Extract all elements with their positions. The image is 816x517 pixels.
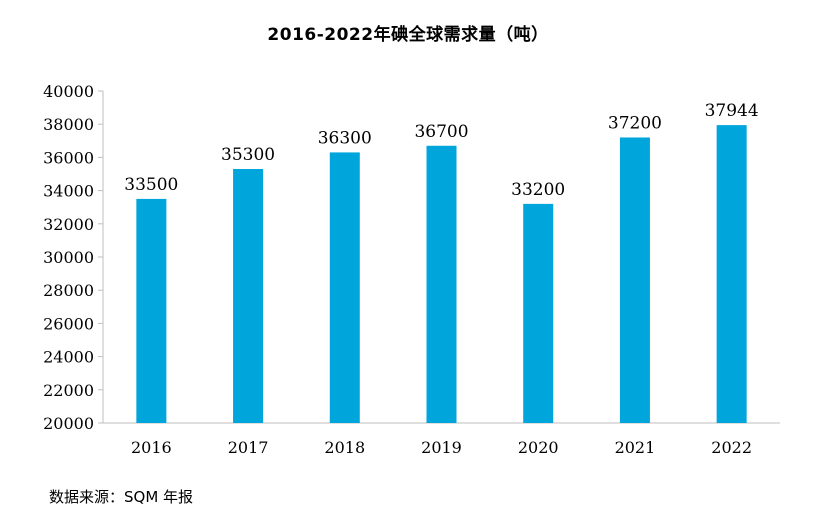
- bar-series: [136, 125, 747, 424]
- y-tick-label: 34000: [43, 182, 94, 201]
- bar-2018: [329, 152, 360, 424]
- y-tick-label: 38000: [43, 115, 94, 134]
- x-tick-label: 2018: [324, 438, 365, 457]
- bar-2021: [619, 137, 650, 424]
- x-tick-label: 2022: [711, 438, 752, 457]
- y-tick-label: 22000: [43, 381, 94, 400]
- data-label-2022: 37944: [705, 101, 759, 121]
- y-tick-label: 26000: [43, 314, 94, 333]
- bar-2017: [233, 169, 264, 423]
- source-note: 数据来源：SQM 年报: [49, 488, 194, 506]
- x-tick-label: 2020: [518, 438, 559, 457]
- data-labels: 33500 35300 36300 36700 33200 37200 37944: [124, 101, 758, 200]
- bar-2022: [716, 125, 747, 423]
- bar-2020: [523, 203, 554, 423]
- bar-2019: [426, 145, 457, 423]
- chart-title: 2016-2022年碘全球需求量（吨）: [267, 25, 549, 45]
- x-tick-label: 2021: [615, 438, 656, 457]
- data-label-2020: 33200: [511, 180, 565, 200]
- data-label-2017: 35300: [221, 145, 275, 165]
- x-tick-label: 2016: [131, 438, 172, 457]
- y-axis: 20000 22000 24000 26000 28000 30000 32000 34000…: [43, 82, 104, 433]
- data-label-2018: 36300: [318, 128, 372, 148]
- y-tick-label: 40000: [43, 82, 94, 101]
- bar-2016: [136, 198, 167, 423]
- data-label-2016: 33500: [124, 175, 178, 195]
- x-tick-label: 2017: [228, 438, 269, 457]
- y-tick-label: 24000: [43, 348, 94, 367]
- data-label-2021: 37200: [608, 113, 662, 133]
- x-axis: 2016 2017 2018 2019 2020 2021 2022: [103, 422, 780, 457]
- y-tick-label: 30000: [43, 248, 94, 267]
- y-tick-label: 28000: [43, 281, 94, 300]
- y-tick-label: 36000: [43, 148, 94, 167]
- data-label-2019: 36700: [414, 122, 468, 142]
- x-tick-label: 2019: [421, 438, 462, 457]
- y-tick-label: 20000: [43, 414, 94, 433]
- y-tick-label: 32000: [43, 215, 94, 234]
